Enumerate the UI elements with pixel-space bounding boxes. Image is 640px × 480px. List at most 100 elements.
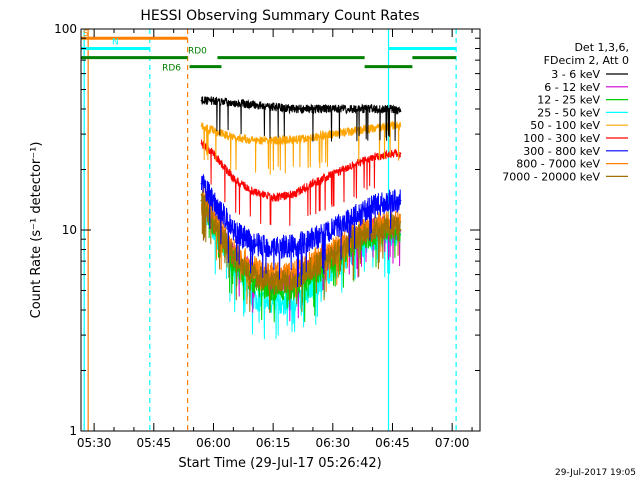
flag-label-3: RD0 xyxy=(188,47,207,57)
legend-entry-3: 25 - 50 keV xyxy=(537,106,600,119)
series-point-5-1 xyxy=(212,152,215,155)
series-point-5-5 xyxy=(292,193,294,196)
plot-frame xyxy=(80,28,481,432)
legend-entry-8: 7000 - 20000 keV xyxy=(502,170,600,183)
series-point-0-11 xyxy=(399,110,402,113)
series-point-8-5 xyxy=(292,279,294,282)
axes-layer: 05:30 05:45 06:00 06:15 06:30 06:45 07:00 1 10 10… xyxy=(54,22,480,450)
legend-entry-2: 12 - 25 keV xyxy=(537,94,600,107)
series-point-5-0 xyxy=(200,142,203,145)
legend-header-1: FDecim 2, Att 0 xyxy=(544,54,629,67)
series-point-7-9 xyxy=(371,224,374,227)
series-point-8-7 xyxy=(331,254,334,257)
series-point-8-8 xyxy=(351,238,354,241)
series-point-4-11 xyxy=(399,124,402,127)
series-point-6-10 xyxy=(391,199,394,202)
legend-entry-5: 100 - 300 keV xyxy=(523,132,600,145)
series-point-5-7 xyxy=(331,173,334,175)
series-point-5-4 xyxy=(272,196,275,199)
series-point-6-8 xyxy=(351,216,354,219)
series-point-6-5 xyxy=(292,245,294,248)
series-point-6-4 xyxy=(272,246,275,249)
series-point-4-5 xyxy=(292,139,294,142)
series-point-8-9 xyxy=(371,229,374,231)
series-point-0-3 xyxy=(252,103,255,106)
y-axis-label: Count Rate (s⁻¹ detector⁻¹) xyxy=(29,142,44,319)
y-tick-label-0: 1 xyxy=(69,424,77,438)
series-point-5-11 xyxy=(399,152,402,155)
y-tick-label-2: 100 xyxy=(54,22,77,36)
series-point-5-6 xyxy=(312,182,314,185)
series-point-0-5 xyxy=(292,108,294,110)
series-point-8-3 xyxy=(252,273,255,276)
series-point-6-0 xyxy=(200,182,203,185)
series-point-0-1 xyxy=(212,99,215,102)
data-layer: S N RD0 RD6 xyxy=(81,29,457,431)
series-point-2-4 xyxy=(272,289,275,292)
series-point-5-10 xyxy=(391,152,394,155)
series-point-4-2 xyxy=(232,136,235,138)
series-point-6-7 xyxy=(331,229,334,231)
series-point-6-3 xyxy=(252,243,255,246)
series-point-6-2 xyxy=(232,229,235,231)
y-tick-label-1: 10 xyxy=(62,223,77,237)
x-tick-label-2: 06:00 xyxy=(196,436,231,450)
series-point-6-1 xyxy=(212,199,215,202)
series-point-0-0 xyxy=(200,99,203,102)
series-point-6-11 xyxy=(399,199,402,202)
flag-label-0: S xyxy=(83,29,89,39)
flag-label-6: RD6 xyxy=(162,64,181,74)
flag-label-1: N xyxy=(112,37,119,47)
x-tick-label-1: 05:45 xyxy=(137,436,172,450)
footer-timestamp: 29-Jul-2017 19:05 xyxy=(555,468,636,478)
series-point-4-4 xyxy=(272,139,275,142)
legend-entry-0: 3 - 6 keV xyxy=(551,68,600,81)
series-point-8-6 xyxy=(312,266,314,269)
legend-header-0: Det 1,3,6, xyxy=(574,41,629,54)
series-point-4-0 xyxy=(200,124,203,127)
series-point-7-2 xyxy=(232,248,235,251)
series-point-3-5 xyxy=(292,300,294,303)
legend-entry-4: 50 - 100 keV xyxy=(530,119,600,132)
chart-title: HESSI Observing Summary Count Rates xyxy=(140,8,419,24)
series-point-6-9 xyxy=(371,206,374,208)
series-point-8-0 xyxy=(200,199,203,202)
series-point-5-3 xyxy=(252,190,255,193)
series-point-4-8 xyxy=(351,130,354,133)
series-point-0-8 xyxy=(351,108,354,110)
legend-entry-6: 300 - 800 keV xyxy=(523,145,600,158)
series-point-5-9 xyxy=(371,156,374,159)
series-point-0-2 xyxy=(232,101,235,104)
series-point-8-11 xyxy=(399,229,402,231)
legend-entry-7: 800 - 7000 keV xyxy=(516,158,600,171)
x-tick-label-5: 06:45 xyxy=(375,436,410,450)
series-point-5-2 xyxy=(232,177,235,180)
series-point-0-7 xyxy=(331,108,334,110)
x-tick-label-3: 06:15 xyxy=(256,436,291,450)
series-line-0 xyxy=(201,96,401,142)
series-point-8-1 xyxy=(212,220,215,223)
series-point-5-8 xyxy=(351,164,354,167)
x-tick-label-4: 06:30 xyxy=(316,436,351,450)
series-point-0-10 xyxy=(391,108,394,110)
series-point-4-1 xyxy=(212,130,215,133)
series-point-4-3 xyxy=(252,139,255,142)
series-point-4-7 xyxy=(331,133,334,135)
series-point-7-6 xyxy=(312,260,314,263)
series-point-8-2 xyxy=(232,254,235,257)
series-point-0-9 xyxy=(371,108,374,110)
x-tick-label-6: 07:00 xyxy=(435,436,470,450)
series-line-5 xyxy=(201,139,401,226)
series-point-8-4 xyxy=(272,281,275,284)
series-line-6 xyxy=(201,174,401,288)
series-point-8-10 xyxy=(391,224,394,227)
x-axis-label: Start Time (29-Jul-17 05:26:42) xyxy=(178,456,381,471)
series-point-0-6 xyxy=(312,108,314,110)
legend-entry-1: 6 - 12 keV xyxy=(544,81,600,94)
series-line-4 xyxy=(201,120,401,175)
series-point-4-9 xyxy=(371,127,374,130)
series-point-6-6 xyxy=(312,238,314,241)
series-point-0-4 xyxy=(272,105,275,108)
